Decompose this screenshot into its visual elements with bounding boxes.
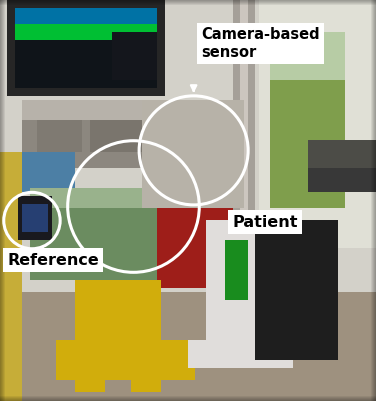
Text: Reference: Reference [8,253,99,267]
Text: Patient: Patient [232,215,298,229]
Text: Camera-based
sensor: Camera-based sensor [201,27,320,60]
